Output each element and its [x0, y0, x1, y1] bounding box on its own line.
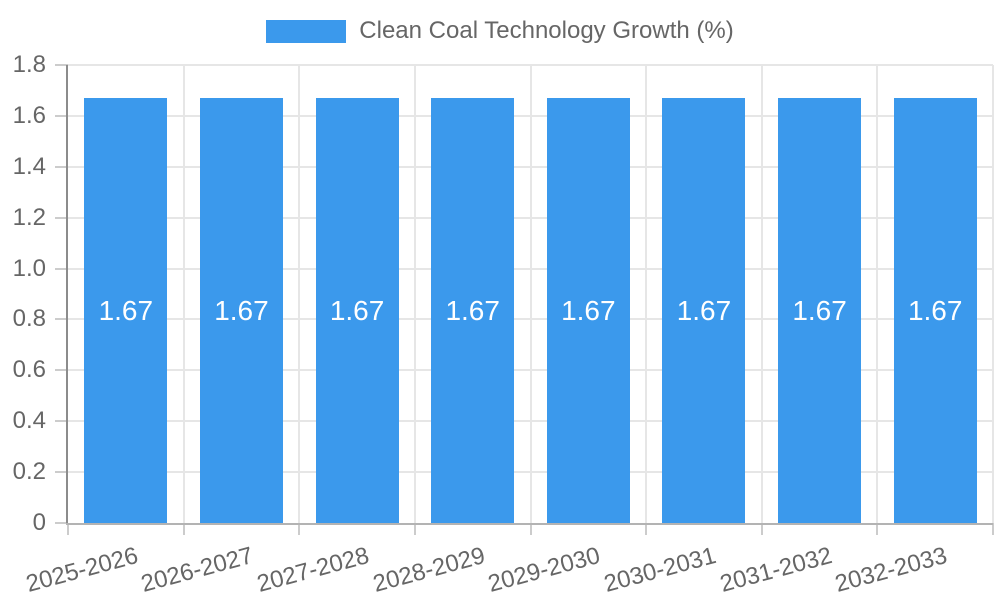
bar-value-label: 1.67	[214, 294, 269, 326]
y-tick-mark	[55, 267, 68, 270]
bar[interactable]: 1.67	[84, 98, 168, 523]
y-tick-mark	[55, 216, 68, 219]
y-tick-mark	[55, 420, 68, 423]
bar-value-label: 1.67	[329, 294, 385, 326]
x-gridline	[182, 65, 185, 523]
y-tick-mark	[55, 64, 68, 66]
y-tick-mark	[55, 318, 68, 321]
bar[interactable]: 1.67	[315, 98, 399, 523]
x-gridline	[992, 65, 994, 523]
y-axis-line	[66, 65, 68, 525]
x-tick-mark	[760, 523, 763, 535]
x-tick-mark	[529, 523, 532, 535]
y-tick-mark	[55, 522, 68, 524]
y-tick-mark	[55, 165, 68, 168]
bar-value-label: 1.67	[98, 294, 154, 326]
x-axis-line	[66, 523, 993, 525]
y-tick-label: 1.6	[12, 101, 46, 129]
bar[interactable]: 1.67	[546, 98, 630, 523]
legend-label: Clean Coal Technology Growth (%)	[359, 17, 734, 44]
y-tick-label: 0.2	[12, 458, 46, 486]
bar-value-label: 1.67	[792, 294, 847, 326]
x-tick-mark	[67, 523, 69, 535]
x-tick-mark	[182, 523, 185, 535]
bar-value-label: 1.67	[676, 294, 732, 326]
y-tick-label: 0	[32, 509, 46, 536]
x-gridline	[413, 65, 416, 523]
x-gridline	[529, 65, 532, 523]
x-tick-mark	[298, 523, 301, 535]
bar[interactable]: 1.67	[662, 98, 746, 523]
chart-legend: Clean Coal Technology Growth (%)	[0, 18, 1000, 44]
legend-swatch	[266, 19, 347, 43]
bar[interactable]: 1.67	[199, 98, 283, 523]
y-tick-label: 1.2	[12, 203, 46, 231]
y-tick-label: 1.0	[12, 254, 46, 282]
x-gridline	[876, 65, 879, 523]
bar-value-label: 1.67	[907, 294, 963, 326]
bar[interactable]: 1.67	[893, 98, 977, 523]
y-tick-mark	[55, 471, 68, 474]
x-gridline	[645, 65, 648, 523]
y-tick-label: 1.4	[12, 152, 46, 180]
x-tick-mark	[876, 523, 879, 535]
y-tick-mark	[55, 369, 68, 372]
y-tick-label: 1.8	[12, 51, 46, 78]
legend-item[interactable]: Clean Coal Technology Growth (%)	[266, 17, 734, 44]
bar-value-label: 1.67	[445, 294, 500, 326]
y-tick-label: 0.4	[12, 407, 46, 435]
y-tick-label: 0.6	[12, 356, 46, 384]
x-tick-mark	[645, 523, 648, 535]
bar[interactable]: 1.67	[778, 98, 862, 523]
x-tick-mark	[413, 523, 416, 535]
x-tick-mark	[992, 523, 994, 535]
bar-value-label: 1.67	[561, 294, 616, 326]
x-gridline	[760, 65, 763, 523]
y-tick-label: 0.8	[12, 305, 46, 333]
x-gridline	[298, 65, 301, 523]
bar[interactable]: 1.67	[431, 98, 515, 523]
y-tick-mark	[55, 114, 68, 117]
